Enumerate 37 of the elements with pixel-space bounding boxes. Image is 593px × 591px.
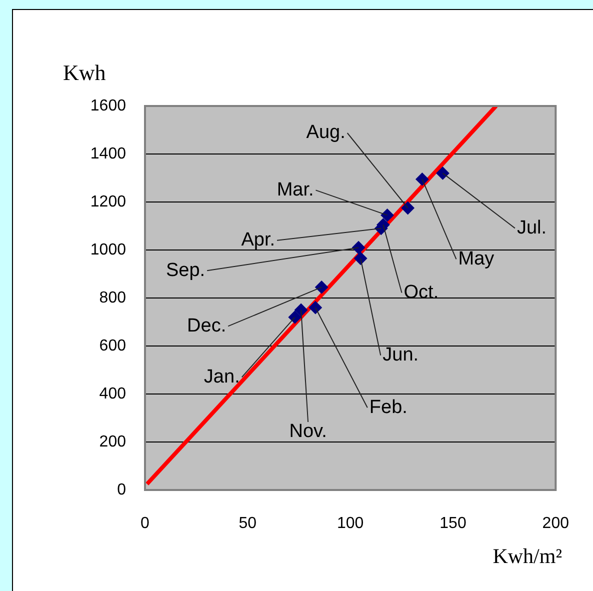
y-tick-label: 800 bbox=[99, 289, 126, 306]
point bbox=[352, 241, 366, 254]
point bbox=[436, 166, 450, 180]
point bbox=[401, 202, 414, 214]
annotation: Jan. bbox=[204, 366, 240, 388]
x-tick-label: 200 bbox=[542, 515, 570, 532]
x-tick-label: 150 bbox=[440, 515, 466, 532]
point bbox=[294, 304, 308, 316]
point bbox=[416, 172, 429, 186]
point bbox=[380, 208, 394, 222]
annotation: Sep. bbox=[166, 260, 206, 281]
x-tick-label: 50 bbox=[238, 515, 257, 532]
annotation: Jul. bbox=[516, 217, 547, 238]
y-tick-label: 1400 bbox=[90, 145, 126, 162]
annotation: May bbox=[458, 248, 495, 270]
annotation: Apr. bbox=[241, 230, 276, 251]
x-tick-label: 0 bbox=[140, 515, 150, 532]
y-tick-label: 200 bbox=[99, 433, 126, 450]
x-axis-title: Kwh/m² bbox=[492, 544, 562, 568]
point bbox=[308, 301, 322, 314]
annotation: Nov. bbox=[289, 421, 327, 442]
y-tick-label: 1600 bbox=[90, 97, 126, 114]
y-tick-label: 600 bbox=[99, 337, 126, 354]
point bbox=[354, 252, 368, 265]
annotation: Aug. bbox=[306, 122, 346, 144]
y-tick-label: 0 bbox=[117, 481, 126, 498]
y-tick-label: 1200 bbox=[90, 193, 126, 210]
y-axis-title: Kwh bbox=[63, 60, 106, 85]
x-tick-label: 100 bbox=[336, 515, 364, 532]
annotation: Dec. bbox=[187, 315, 226, 336]
annotation: Feb. bbox=[369, 396, 408, 418]
point bbox=[315, 280, 328, 294]
y-tick-label: 1000 bbox=[90, 241, 126, 258]
annotation: Jun. bbox=[382, 344, 419, 366]
annotation: Mar. bbox=[276, 179, 314, 200]
y-tick-label: 400 bbox=[99, 385, 126, 402]
point bbox=[288, 310, 302, 324]
